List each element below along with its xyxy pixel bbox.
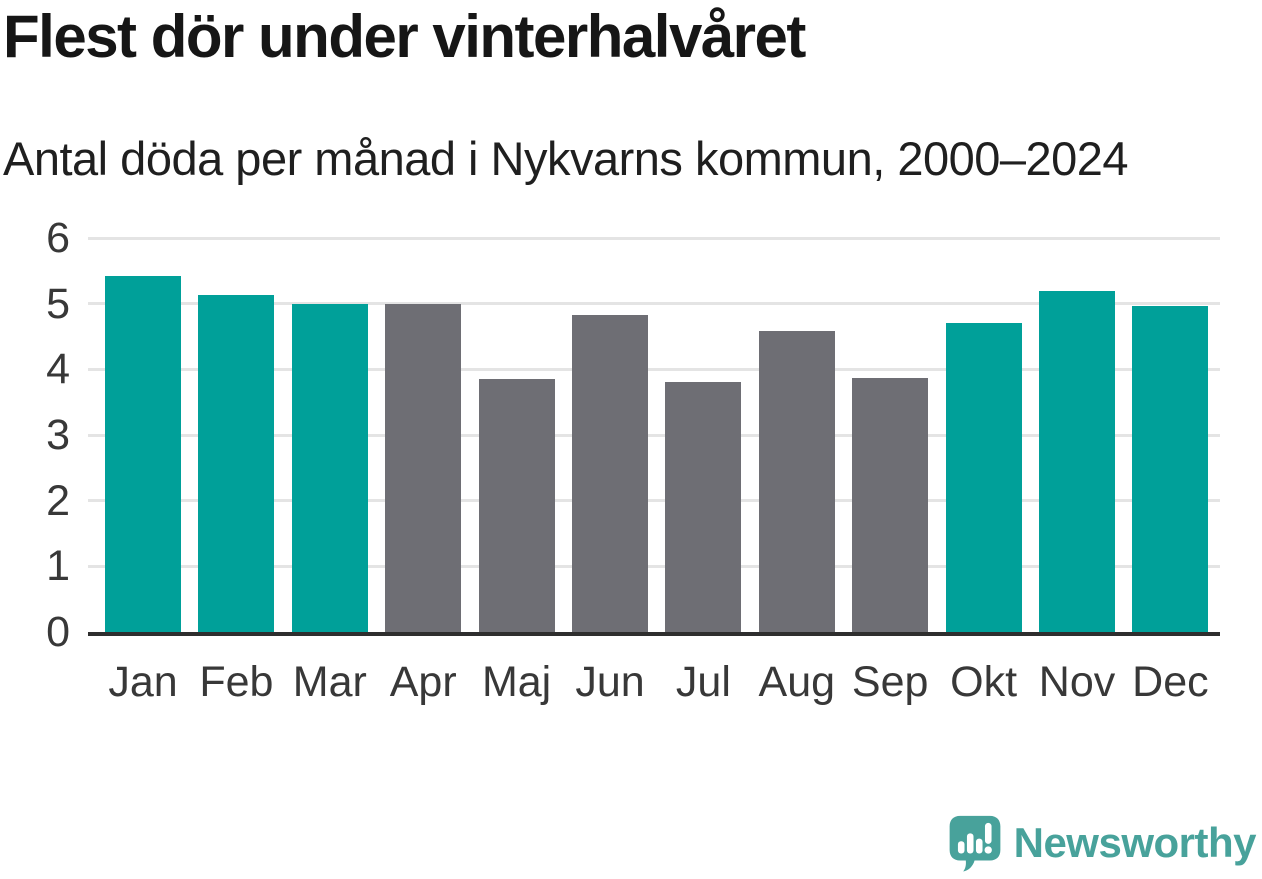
gridline-3 bbox=[88, 433, 1220, 437]
gridline-1 bbox=[88, 564, 1220, 568]
x-tick-label-apr: Apr bbox=[389, 658, 457, 706]
newsworthy-logo-text: Newsworthy bbox=[1013, 819, 1257, 866]
bar-maj bbox=[478, 378, 555, 632]
gridline-4 bbox=[88, 367, 1220, 371]
y-tick-label-5: 5 bbox=[46, 279, 70, 328]
plot-area bbox=[88, 236, 1220, 636]
bar-jul bbox=[665, 381, 742, 632]
y-tick-label-4: 4 bbox=[46, 345, 70, 394]
x-tick-label-dec: Dec bbox=[1132, 658, 1209, 706]
bar-okt bbox=[945, 322, 1022, 632]
gridline-2 bbox=[88, 499, 1220, 503]
bar-mar bbox=[291, 303, 368, 632]
bar-sep bbox=[852, 377, 929, 632]
x-tick-label-aug: Aug bbox=[758, 658, 836, 706]
bar-dec bbox=[1132, 305, 1209, 632]
y-tick-label-2: 2 bbox=[46, 476, 70, 525]
y-tick-label-6: 6 bbox=[46, 214, 70, 262]
y-tick-label-0: 0 bbox=[46, 608, 70, 656]
chart-subtitle: Antal döda per månad i Nykvarns kommun, … bbox=[3, 132, 1129, 185]
newsworthy-logo: Newsworthy bbox=[947, 812, 1257, 874]
x-tick-label-feb: Feb bbox=[199, 658, 274, 706]
gridline-5 bbox=[88, 302, 1220, 306]
bar-aug bbox=[758, 331, 835, 632]
bar-nov bbox=[1039, 291, 1115, 632]
newsworthy-bubble-chart-icon bbox=[949, 815, 1000, 872]
x-tick-label-mar: Mar bbox=[292, 658, 367, 706]
x-tick-label-nov: Nov bbox=[1038, 658, 1116, 706]
y-tick-label-1: 1 bbox=[46, 542, 70, 591]
y-tick-label-3: 3 bbox=[46, 411, 70, 459]
bar-feb bbox=[198, 295, 275, 632]
x-tick-label-sep: Sep bbox=[851, 658, 929, 706]
bar-apr bbox=[385, 303, 462, 632]
x-tick-label-jul: Jul bbox=[675, 658, 731, 706]
gridline-6 bbox=[88, 236, 1220, 240]
x-axis-line bbox=[88, 632, 1220, 636]
x-tick-label-jan: Jan bbox=[108, 658, 178, 706]
x-tick-label-jun: Jun bbox=[575, 658, 645, 706]
chart-title: Flest dör under vinterhalvåret bbox=[3, 3, 806, 70]
bar-jan bbox=[105, 276, 181, 632]
x-tick-label-maj: Maj bbox=[481, 658, 552, 706]
bar-jun bbox=[572, 314, 648, 632]
x-tick-label-okt: Okt bbox=[950, 658, 1018, 706]
